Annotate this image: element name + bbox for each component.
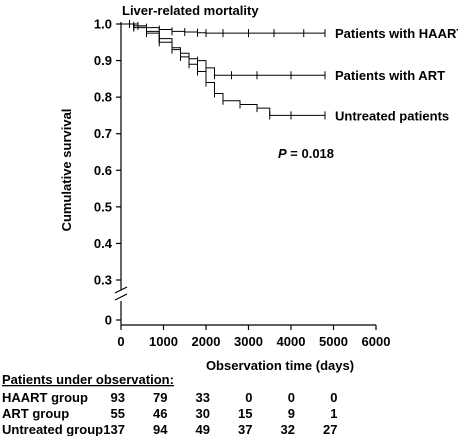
y-tick-label: 0.3 [94, 273, 112, 288]
x-tick-label: 1000 [149, 334, 178, 349]
table-cell: 0 [245, 390, 252, 405]
table-cell: 0 [330, 390, 337, 405]
observation-table: HAART group 93 79 33 0 0 0 ART group 55 46 30 15 9 1 U… [2, 390, 338, 436]
table-cell: 30 [196, 406, 210, 421]
x-ticks: 0 1000 2000 3000 4000 5000 6000 [117, 325, 390, 349]
table-cell: 55 [111, 406, 125, 421]
observation-table-heading: Patients under observation: [2, 372, 174, 387]
x-tick-label: 3000 [234, 334, 263, 349]
table-cell: 94 [153, 422, 168, 436]
table-cell: 33 [196, 390, 210, 405]
axis-break-mark-1 [114, 286, 128, 294]
table-cell: 49 [196, 422, 210, 436]
y-tick-label: 0.8 [94, 90, 112, 105]
table-cell: 15 [238, 406, 252, 421]
x-tick-label: 5000 [319, 334, 348, 349]
table-cell: 37 [238, 422, 252, 436]
x-tick-label: 6000 [362, 334, 391, 349]
p-value-number: = 0.018 [287, 146, 334, 161]
table-row-label: Untreated group [2, 422, 103, 436]
x-axis-label: Observation time (days) [206, 358, 354, 373]
table-cell: 79 [153, 390, 167, 405]
chart-title: Liver-related mortality [122, 3, 259, 18]
y-axis-label: Cumulative survival [59, 109, 74, 232]
y-tick-label: 0.9 [94, 53, 112, 68]
table-cell: 0 [288, 390, 295, 405]
y-tick-label: 0.4 [94, 236, 113, 251]
table-cell: 32 [281, 422, 295, 436]
x-tick-label: 4000 [277, 334, 306, 349]
x-tick-label: 0 [117, 334, 124, 349]
series-label-art: Patients with ART [335, 68, 445, 83]
x-tick-label: 2000 [192, 334, 221, 349]
table-cell: 93 [111, 390, 125, 405]
table-row-label: ART group [2, 406, 69, 421]
p-value-annotation: P = 0.018 [278, 146, 334, 161]
series-label-haart: Patients with HAART [335, 26, 458, 41]
axis-break-mark-2 [114, 293, 128, 301]
series-lines [121, 20, 326, 120]
y-tick-label: 0.6 [94, 163, 112, 178]
table-cell: 137 [103, 422, 125, 436]
table-cell: 46 [153, 406, 167, 421]
y-tick-label: 0.5 [94, 199, 112, 214]
y-tick-label: 1.0 [94, 17, 112, 32]
series-labels: Patients with HAART Patients with ART Untr… [335, 26, 458, 123]
y-tick-label: 0 [105, 313, 112, 328]
series-label-untreated: Untreated patients [335, 108, 449, 123]
table-row-label: HAART group [2, 390, 88, 405]
p-value-symbol: P [278, 146, 287, 161]
table-cell: 9 [288, 406, 295, 421]
y-tick-label: 0.7 [94, 126, 112, 141]
y-ticks: 0 0.3 0.4 0.5 0.6 0.7 0.8 0.9 1.0 [94, 17, 121, 328]
table-cell: 1 [330, 406, 337, 421]
table-cell: 27 [323, 422, 337, 436]
